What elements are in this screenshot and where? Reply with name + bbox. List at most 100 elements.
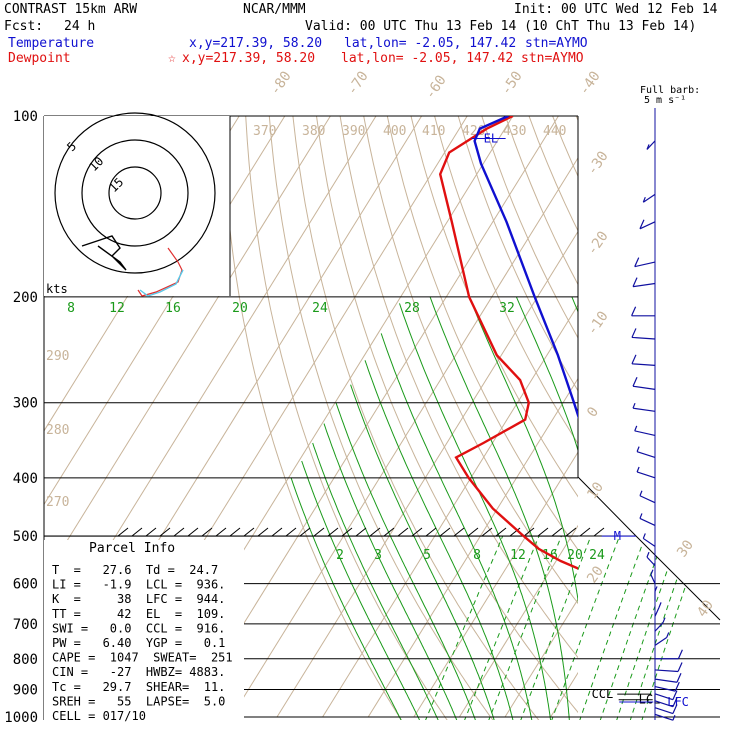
theta-label: 380 xyxy=(302,124,325,139)
mixing-ratio-label: 16 xyxy=(165,301,181,316)
isotherm-label: -50 xyxy=(498,68,526,98)
wind-barb-half-flag xyxy=(642,196,646,203)
theta-label: 400 xyxy=(383,124,406,139)
dewpoint-legend-label: Dewpoint xyxy=(8,51,71,66)
mixing-ratio-label: 32 xyxy=(499,301,515,316)
dry-adiabat-line xyxy=(221,116,402,720)
wind-barb-flag xyxy=(639,219,645,230)
wind-barb xyxy=(654,697,678,708)
theta-label: 290 xyxy=(46,349,69,364)
hatch-mark xyxy=(173,527,185,537)
hatch-mark xyxy=(425,527,437,537)
wind-barb-shaft xyxy=(639,517,656,526)
mixing-ratio-label: 8 xyxy=(473,548,481,563)
wind-barb-shaft xyxy=(650,574,656,584)
wind-barb-half-flag xyxy=(654,586,658,592)
hatch-mark xyxy=(397,527,409,537)
isotherm-line xyxy=(185,116,559,718)
wind-units-value: 5 m s⁻¹ xyxy=(644,95,686,106)
wind-barb xyxy=(654,662,683,673)
init-time: Init: 00 UTC Wed 12 Feb 14 xyxy=(514,2,718,17)
moist-adiabat-line xyxy=(301,460,421,720)
wind-barb xyxy=(650,569,656,584)
wind-barb xyxy=(632,377,656,390)
wind-barb xyxy=(639,490,656,504)
pressure-label: 1000 xyxy=(4,710,38,726)
wind-barb-shaft xyxy=(646,556,656,567)
hatch-mark xyxy=(285,527,297,537)
parcel-info-background xyxy=(44,540,244,720)
hatch-mark xyxy=(411,527,423,537)
right-boundary xyxy=(577,116,721,621)
temperature-profile xyxy=(473,116,578,420)
hatch-mark xyxy=(313,527,325,537)
wind-units-label: Full barb: xyxy=(640,85,700,96)
wind-barb-flag xyxy=(632,277,638,287)
wind-barb xyxy=(636,446,656,459)
isotherm-line xyxy=(44,116,331,579)
hatch-mark xyxy=(579,527,591,537)
theta-label: 280 xyxy=(46,423,69,438)
dry-adiabat-line xyxy=(718,116,740,730)
pressure-labels: 100 200 300 400 500 600 700 800 900 1000 xyxy=(4,109,38,726)
mixing-ratio-line xyxy=(547,536,621,720)
wind-barb-flag xyxy=(631,354,637,365)
wind-barb-shaft xyxy=(654,678,678,683)
wind-barbs: Full barb:5 m s⁻¹ xyxy=(631,85,700,721)
wind-barb-flag xyxy=(677,662,683,672)
mixing-ratio-line xyxy=(516,536,592,720)
wind-barb-half-flag xyxy=(636,466,640,473)
dry-adiabat-lines xyxy=(221,116,740,730)
mixing-ratio-line xyxy=(576,536,646,720)
wind-barb-shaft xyxy=(636,451,656,459)
wind-barb-flag xyxy=(672,697,678,707)
parcel-info-row: LI = -1.9 LCL = 936. xyxy=(52,578,225,592)
pressure-label: 100 xyxy=(13,109,38,125)
wind-barb-shaft xyxy=(654,713,674,721)
hatch-mark xyxy=(327,527,339,537)
moist-adiabat-group xyxy=(290,296,578,720)
parcel-info-box: Parcel Info T = 27.6 Td = 24.7LI = -1.9 L… xyxy=(44,540,244,723)
wind-barb-shaft xyxy=(632,407,656,412)
wind-barb xyxy=(639,219,656,230)
wind-barb-shaft xyxy=(654,685,676,692)
wind-barb-flag xyxy=(674,681,680,692)
moist-adiabat-line xyxy=(323,423,458,720)
valid-time: Valid: 00 UTC Thu 13 Feb 14 (10 ChT Thu … xyxy=(305,19,697,34)
wind-barb xyxy=(654,690,678,701)
pressure-label: 300 xyxy=(13,396,38,412)
wind-barb-shaft xyxy=(654,607,660,617)
mixing-ratio-label: 5 xyxy=(423,548,431,563)
dry-adiabat-line xyxy=(434,116,578,445)
mixing-ratio-labels: 8 12 16 20 24 28 322 3 5 8 12 16 20 24 xyxy=(67,301,605,563)
moist-adiabat-line xyxy=(380,333,533,720)
wind-barb xyxy=(654,704,678,715)
pressure-label: 400 xyxy=(13,471,38,487)
wind-barb-shaft xyxy=(654,669,679,673)
isotherm-label: 20 xyxy=(584,563,607,586)
hatch-mark xyxy=(537,527,549,537)
wind-barb xyxy=(631,328,656,340)
wind-barb-shaft xyxy=(654,622,664,632)
level-marker-label: M xyxy=(614,529,621,543)
pressure-label: 500 xyxy=(13,529,38,545)
dewpoint-xy: x,y=217.39, 58.20 xyxy=(182,51,316,66)
isotherm-line xyxy=(504,598,578,718)
temperature-xy: x,y=217.39, 58.20 xyxy=(189,36,323,51)
hodograph-background xyxy=(44,116,230,296)
moist-adiabat-line xyxy=(468,296,578,604)
wind-barb-shaft xyxy=(639,221,656,230)
hatch-mark xyxy=(439,527,451,537)
theta-label: 430 xyxy=(503,124,526,139)
hatch-mark xyxy=(355,527,367,537)
wind-barb-flag xyxy=(631,306,637,317)
hatch-mark xyxy=(201,527,213,537)
level-marker-label: CCL xyxy=(592,687,614,701)
wind-barb xyxy=(642,533,656,547)
wind-barb xyxy=(654,713,676,721)
wind-barb xyxy=(632,402,656,412)
wind-barb-half-flag xyxy=(636,446,640,452)
isotherm-label: 10 xyxy=(584,479,607,502)
hatch-mark xyxy=(243,527,255,537)
mixing-ratio-line xyxy=(421,536,504,720)
